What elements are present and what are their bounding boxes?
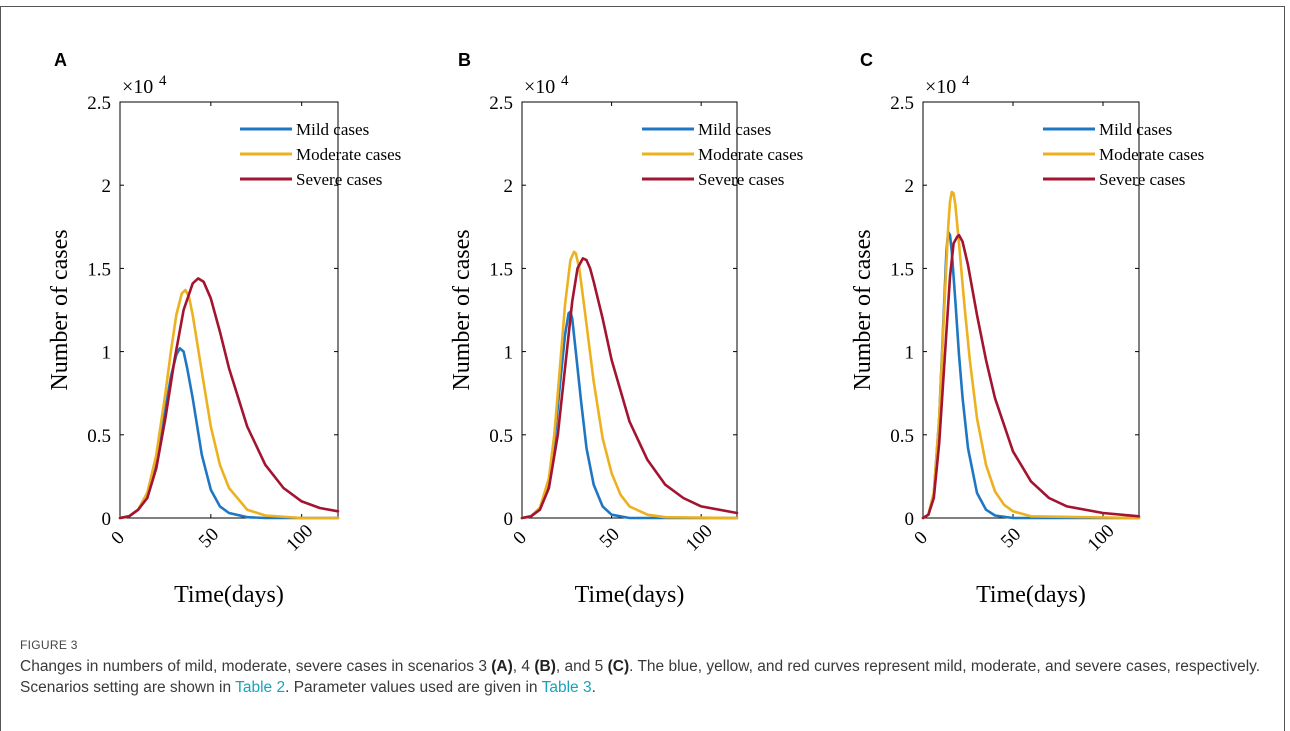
y-tick-label: 0.5 bbox=[87, 426, 111, 447]
caption-part-6: . bbox=[591, 679, 596, 696]
caption-part-3: , and 5 bbox=[555, 658, 608, 675]
panel-letter: B bbox=[458, 50, 471, 70]
chart-panel-a: A 0 0.5 1 1.5 2 2.5 0 50 100 ×10 4 Time(days) Number … bbox=[47, 50, 401, 608]
table-3-link[interactable]: Table 3 bbox=[541, 679, 592, 696]
x-tick-label: 0 bbox=[910, 527, 932, 549]
x-axis-title: Time(days) bbox=[976, 582, 1086, 608]
legend-label-severe: Severe cases bbox=[1099, 170, 1185, 189]
chart-panel-c: C 0 0.5 1 1.5 2 2.5 0 50 100 ×10 4 Time(days) Number … bbox=[850, 50, 1204, 608]
legend-label-moderate: Moderate cases bbox=[1099, 145, 1204, 164]
legend-label-severe: Severe cases bbox=[296, 170, 382, 189]
legend-label-mild: Mild cases bbox=[1099, 120, 1172, 139]
figure-charts: A00.511.522.50 50 100×10 4Time(days)Number … bbox=[47, 50, 1204, 608]
exponent-superscript: 4 bbox=[962, 73, 970, 89]
y-tick-label: 2.5 bbox=[890, 93, 914, 114]
figure-frame-top bbox=[0, 6, 1284, 7]
exponent-label: ×10 bbox=[122, 76, 153, 98]
x-axis-title: Time(days) bbox=[575, 582, 685, 608]
exponent-superscript: 4 bbox=[561, 73, 569, 89]
figure-frame-right bbox=[1284, 6, 1285, 731]
caption-ref-c: (C) bbox=[607, 658, 630, 675]
panel-letter: C bbox=[860, 50, 873, 70]
x-tick-label: 50 bbox=[596, 524, 624, 552]
x-tick-label: 100 bbox=[682, 521, 717, 556]
x-tick-label: 0 bbox=[509, 527, 531, 549]
x-axis-title: Time(days) bbox=[174, 582, 284, 608]
x-tick-label: 50 bbox=[195, 524, 223, 552]
caption-part-5: . Parameter values used are given in bbox=[285, 679, 542, 696]
y-tick-label: 2.5 bbox=[489, 93, 513, 114]
series-line-severe bbox=[118, 277, 340, 520]
exponent-label: ×10 bbox=[524, 76, 555, 98]
caption-ref-b: (B) bbox=[534, 658, 556, 675]
figure-caption: FIGURE 3 Changes in numbers of mild, mod… bbox=[20, 638, 1270, 698]
chart-panel-b: B 0 0.5 1 1.5 2 2.5 0 50 100 ×10 4 Time(days) Number … bbox=[449, 50, 803, 608]
caption-part-4: . The blue, yellow, and red curves repre… bbox=[20, 658, 1261, 696]
table-2-link[interactable]: Table 2 bbox=[235, 679, 286, 696]
y-tick-label: 0.5 bbox=[489, 426, 513, 447]
legend-label-mild: Mild cases bbox=[698, 120, 771, 139]
x-tick-label: 50 bbox=[997, 524, 1025, 552]
panel-letter: A bbox=[54, 50, 67, 70]
series-line-severe bbox=[921, 233, 1141, 520]
axes-box bbox=[119, 101, 339, 519]
series-line-moderate bbox=[118, 288, 340, 520]
exponent-label: ×10 bbox=[925, 76, 956, 98]
x-tick-label: 100 bbox=[1084, 521, 1119, 556]
series-line-moderate bbox=[921, 190, 1141, 520]
figure-label: FIGURE 3 bbox=[20, 638, 78, 652]
y-tick-label: 2.5 bbox=[87, 93, 111, 114]
y-tick-label: 1.5 bbox=[890, 259, 914, 280]
figure-frame-left bbox=[0, 6, 1, 731]
y-tick-label: 1.5 bbox=[489, 259, 513, 280]
x-tick-label: 0 bbox=[107, 527, 129, 549]
y-tick-label: 0 bbox=[905, 509, 915, 530]
x-tick-label: 100 bbox=[282, 521, 317, 556]
series-line-mild bbox=[921, 230, 1141, 520]
series-line-severe bbox=[520, 257, 739, 520]
y-tick-label: 1 bbox=[905, 343, 915, 364]
legend-label-mild: Mild cases bbox=[296, 120, 369, 139]
y-axis-title: Number of cases bbox=[47, 229, 73, 390]
caption-text: Changes in numbers of mild, moderate, se… bbox=[20, 656, 1270, 698]
series-line-mild bbox=[520, 310, 739, 520]
caption-ref-a: (A) bbox=[491, 658, 513, 675]
y-tick-label: 1 bbox=[102, 343, 112, 364]
y-tick-label: 2 bbox=[102, 176, 112, 197]
y-tick-label: 0 bbox=[102, 509, 112, 530]
y-tick-label: 1.5 bbox=[87, 259, 111, 280]
y-tick-label: 2 bbox=[504, 176, 514, 197]
caption-part-2: , 4 bbox=[512, 658, 535, 675]
caption-part-1: Changes in numbers of mild, moderate, se… bbox=[20, 658, 492, 675]
y-tick-label: 2 bbox=[905, 176, 915, 197]
y-tick-label: 0.5 bbox=[890, 426, 914, 447]
series-line-moderate bbox=[520, 250, 739, 520]
y-axis-title: Number of cases bbox=[449, 229, 475, 390]
exponent-superscript: 4 bbox=[159, 73, 167, 89]
y-tick-label: 1 bbox=[504, 343, 514, 364]
y-axis-title: Number of cases bbox=[850, 229, 876, 390]
legend-label-moderate: Moderate cases bbox=[296, 145, 401, 164]
legend-label-severe: Severe cases bbox=[698, 170, 784, 189]
y-tick-label: 0 bbox=[504, 509, 514, 530]
legend-label-moderate: Moderate cases bbox=[698, 145, 803, 164]
series-line-mild bbox=[118, 346, 340, 520]
